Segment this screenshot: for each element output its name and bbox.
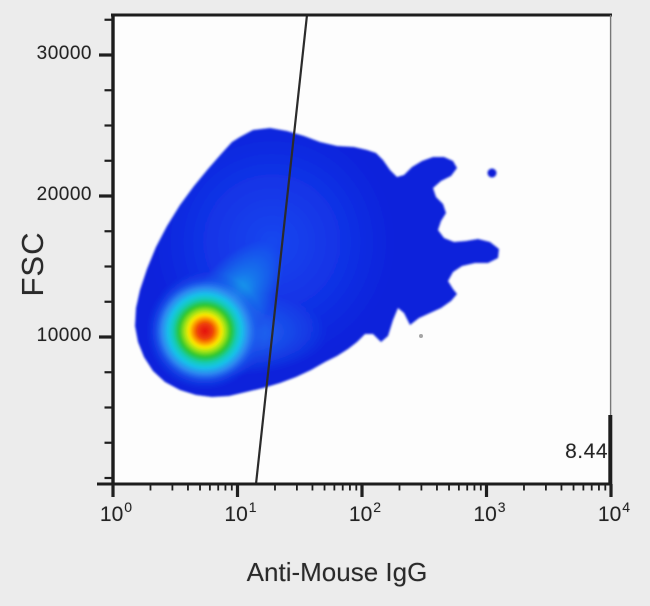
density-blob bbox=[135, 128, 499, 397]
x-tick-label: 104 bbox=[597, 499, 630, 526]
x-tick-exponent: 1 bbox=[248, 499, 257, 515]
y-tick-label: 10000 bbox=[36, 325, 92, 346]
x-tick-exponent: 2 bbox=[373, 499, 382, 515]
x-tick-label: 101 bbox=[224, 499, 256, 526]
y-tick-label: 20000 bbox=[36, 184, 92, 205]
speck-dot bbox=[419, 334, 423, 338]
x-tick-label: 103 bbox=[473, 499, 505, 526]
x-tick-base: 10 bbox=[224, 503, 248, 526]
x-tick-base: 10 bbox=[473, 503, 497, 526]
plot-frame bbox=[97, 13, 613, 486]
y-tick-label: 30000 bbox=[36, 43, 92, 64]
x-tick-exponent: 4 bbox=[622, 499, 631, 515]
x-tick-exponent: 0 bbox=[124, 499, 133, 515]
outlier-dot bbox=[487, 168, 497, 178]
x-tick-label: 102 bbox=[348, 499, 381, 526]
gate-line bbox=[254, 14, 309, 485]
x-tick-base: 10 bbox=[597, 503, 622, 526]
x-axis-title: Anti-Mouse IgG bbox=[246, 557, 428, 587]
axis-ticks bbox=[99, 18, 613, 497]
x-tick-base: 10 bbox=[99, 503, 124, 526]
x-tick-base: 10 bbox=[348, 503, 373, 526]
density-hotspot bbox=[145, 271, 265, 391]
gate-statistic: 8.44 bbox=[565, 440, 608, 463]
x-tick-exponent: 3 bbox=[497, 499, 506, 515]
x-tick-label: 100 bbox=[99, 499, 132, 526]
y-axis-title: FSC bbox=[15, 231, 50, 297]
